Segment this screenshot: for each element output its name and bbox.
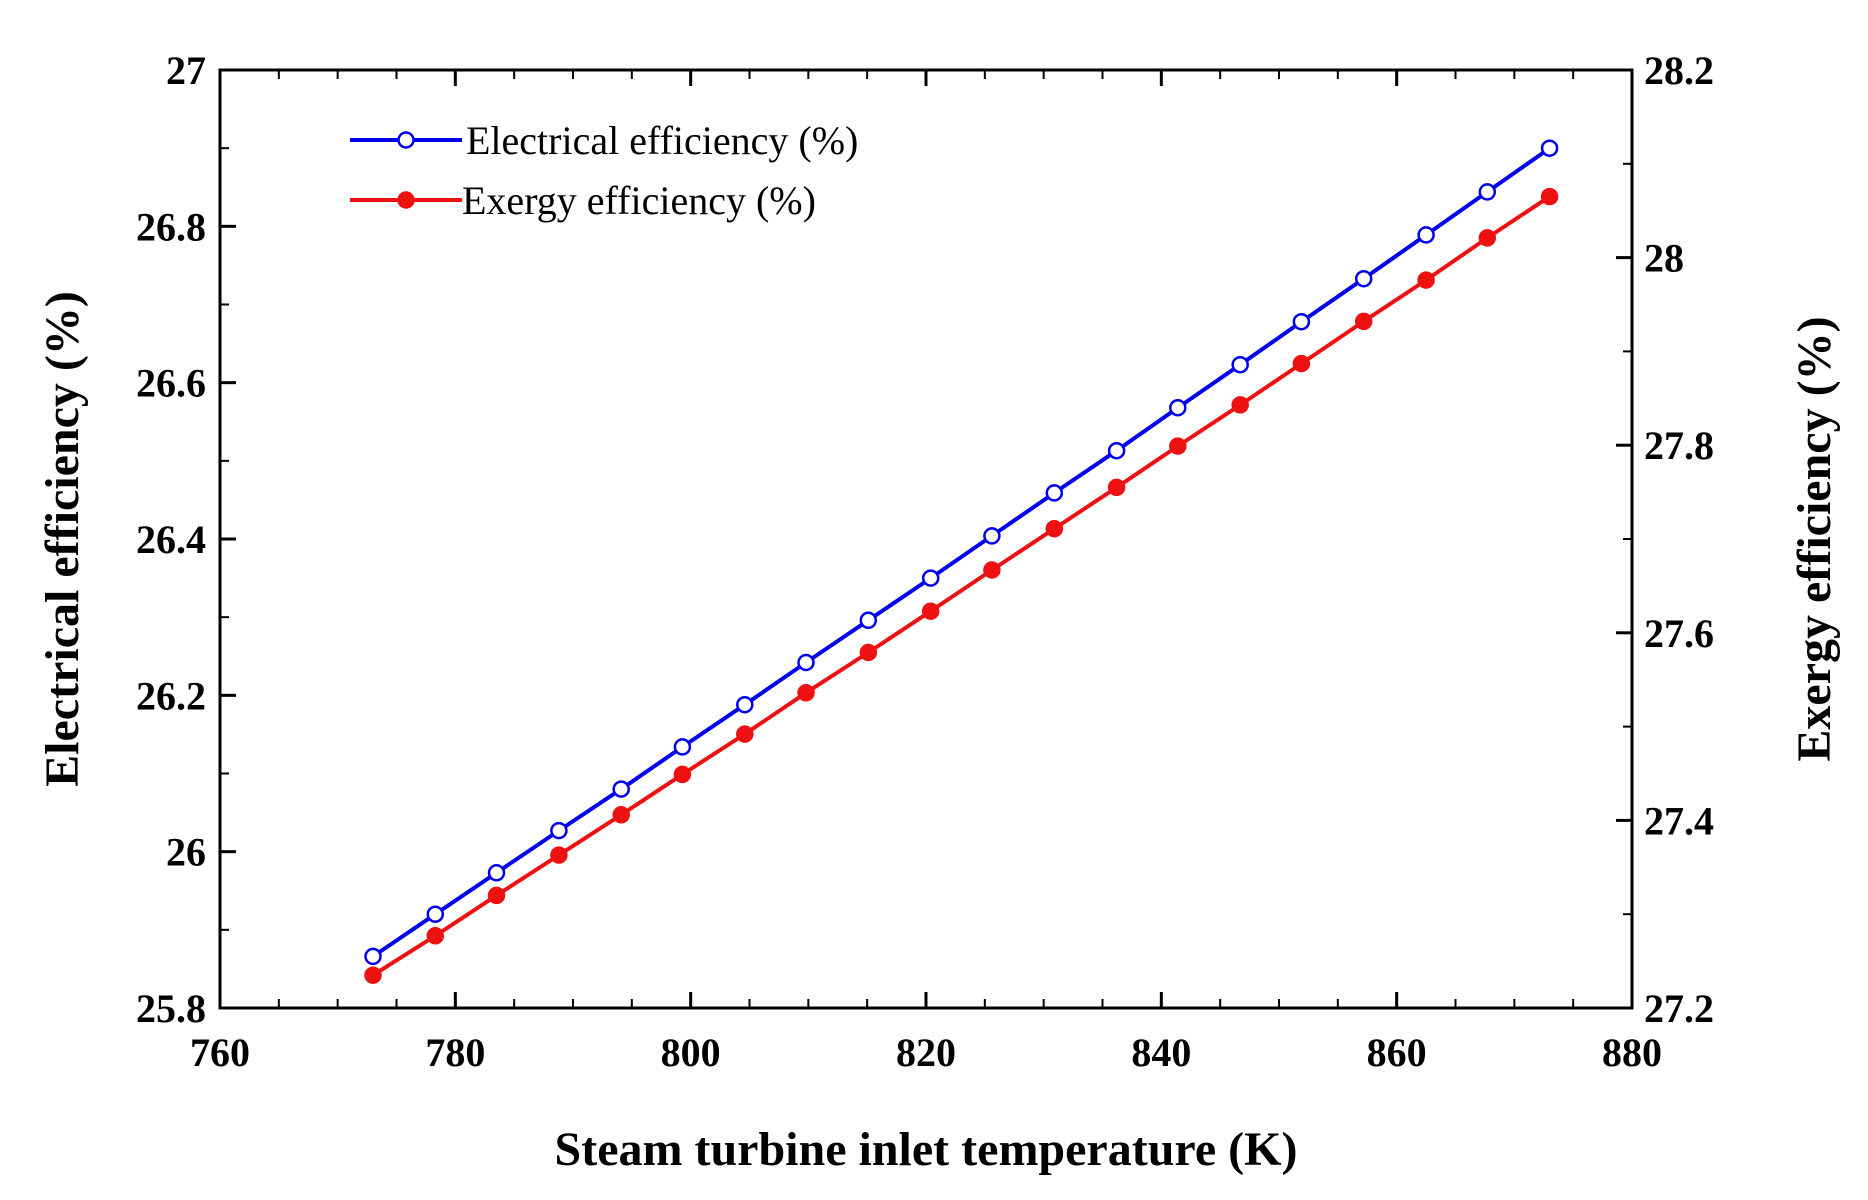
data-point-exergy [1478, 229, 1497, 247]
y2-tick-label: 28.2 [1644, 48, 1714, 93]
data-point-electrical [1292, 312, 1311, 331]
data-point-exergy [736, 725, 754, 743]
y2-tick-label: 27.6 [1644, 611, 1714, 656]
data-point-electrical [364, 947, 382, 966]
data-point-electrical [736, 695, 754, 714]
data-point-electrical [859, 611, 878, 630]
data-point-exergy [1045, 519, 1064, 538]
data-point-exergy [859, 643, 878, 662]
data-point-electrical [1354, 269, 1373, 288]
y2-tick-label: 27.2 [1644, 986, 1714, 1031]
data-point-electrical [1045, 484, 1064, 502]
series-layer [364, 139, 1559, 984]
y-tick-label: 26 [166, 830, 206, 875]
y2-tick-label: 27.8 [1644, 423, 1714, 468]
x-tick-label: 800 [661, 1030, 721, 1075]
y-tick-label: 26.2 [136, 673, 206, 718]
y-tick-label: 26.4 [136, 517, 206, 562]
data-point-exergy [1107, 478, 1126, 497]
y-tick-label: 25.8 [136, 986, 206, 1031]
data-point-exergy [797, 684, 815, 702]
data-point-exergy [1417, 271, 1435, 289]
data-point-exergy [921, 602, 940, 620]
data-point-exergy [612, 806, 630, 824]
x-tick-label: 860 [1367, 1030, 1427, 1075]
y2-tick-label: 27.4 [1644, 798, 1714, 843]
data-point-exergy [550, 846, 568, 864]
data-point-electrical [673, 738, 692, 756]
data-point-electrical [426, 905, 445, 923]
x-tick-label: 820 [896, 1030, 956, 1075]
x-tick-label: 780 [425, 1030, 485, 1075]
data-point-electrical [921, 569, 940, 587]
x-tick-label: 880 [1602, 1030, 1662, 1075]
data-point-electrical [1231, 355, 1249, 374]
data-point-electrical [1169, 398, 1187, 417]
data-point-electrical [487, 864, 506, 882]
data-point-electrical [1107, 441, 1126, 460]
data-point-electrical [1540, 139, 1559, 157]
major-ticks [218, 68, 1634, 1010]
y-tick-label: 26.8 [136, 204, 206, 249]
series-line-exergy [371, 194, 1551, 977]
data-point-electrical [550, 821, 568, 840]
y-tick-label: 26.6 [136, 361, 206, 406]
legend-marker-electrical [397, 131, 415, 149]
y2-axis-title: Exergy efficiency (%) [1788, 316, 1841, 761]
data-point-exergy [1540, 187, 1559, 206]
data-point-exergy [1169, 437, 1187, 455]
data-point-exergy [673, 765, 692, 784]
y-tick-label: 27 [166, 48, 206, 93]
x-tick-label: 760 [190, 1030, 250, 1075]
data-point-electrical [797, 653, 815, 672]
legend-marker-exergy [397, 191, 415, 209]
data-point-electrical [1478, 183, 1497, 201]
data-point-exergy [487, 886, 506, 905]
data-point-exergy [364, 966, 382, 984]
data-point-exergy [1354, 312, 1373, 331]
y2-tick-label: 28 [1644, 236, 1684, 281]
minor-ticks [220, 70, 1632, 1008]
legend: Electrical efficiency (%) Exergy efficie… [350, 118, 858, 223]
data-point-exergy [426, 927, 445, 945]
x-axis-title: Steam turbine inlet temperature (K) [555, 1123, 1298, 1176]
legend-label-exergy: Exergy efficiency (%) [462, 178, 816, 223]
data-point-exergy [1292, 354, 1311, 373]
legend-label-electrical: Electrical efficiency (%) [466, 118, 858, 163]
series-line-electrical [371, 146, 1551, 959]
x-tick-label: 840 [1131, 1030, 1191, 1075]
data-point-electrical [612, 780, 630, 798]
data-point-electrical [983, 527, 1001, 545]
data-point-electrical [1417, 226, 1435, 244]
data-point-exergy [1231, 396, 1249, 414]
data-point-exergy [983, 561, 1001, 579]
plot-frame [218, 68, 1634, 1010]
y-axis-title: Electrical efficiency (%) [36, 291, 89, 787]
